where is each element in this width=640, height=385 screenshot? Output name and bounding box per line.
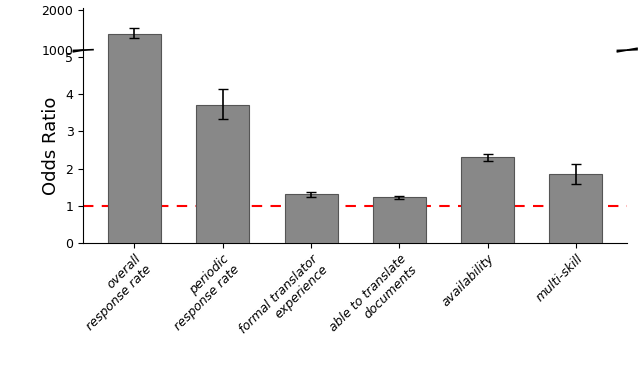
Bar <box>373 198 426 243</box>
Bar <box>461 157 514 243</box>
Bar <box>108 34 161 90</box>
Bar <box>285 194 337 243</box>
Bar <box>550 174 602 243</box>
Bar <box>108 39 161 243</box>
Bar <box>196 105 249 243</box>
Y-axis label: Odds Ratio: Odds Ratio <box>42 97 60 196</box>
